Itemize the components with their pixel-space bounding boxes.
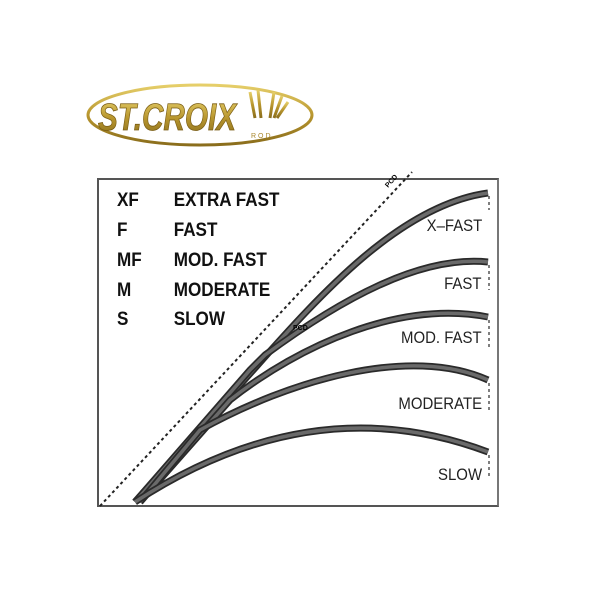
pcd-label-mid: PCD	[293, 325, 308, 332]
pcd-label-top: PCD	[384, 174, 399, 190]
legend-row: S SLOW	[117, 309, 225, 331]
legend-abbr: F	[117, 220, 128, 241]
legend-abbr: MF	[117, 250, 142, 271]
legend-abbr: XF	[117, 190, 139, 211]
legend-row: M MODERATE	[117, 280, 270, 302]
legend-label: FAST	[173, 220, 218, 241]
rod-modfast	[138, 311, 489, 504]
rod-label-fast: FAST	[444, 274, 482, 293]
rod-label-modfast: MOD. FAST	[401, 328, 482, 347]
rod-label-moderate: MODERATE	[398, 394, 482, 413]
logo-fan-icon	[248, 89, 290, 119]
rod-moderate	[138, 364, 489, 504]
legend-abbr: S	[117, 309, 129, 330]
rod-label-xfast: X–FAST	[426, 216, 482, 235]
rod-slow	[134, 426, 489, 504]
logo-sub: ROD	[251, 133, 273, 140]
st-croix-logo: ST.CROIX ROD	[80, 70, 320, 165]
logo-brand: ST.CROIX	[98, 97, 238, 139]
rod-fast	[133, 259, 489, 504]
legend-abbr: M	[117, 280, 132, 301]
legend-row: XF EXTRA FAST	[117, 190, 279, 212]
legend-label: MOD. FAST	[173, 250, 267, 271]
pcd-line	[99, 171, 413, 507]
legend-label: MODERATE	[173, 280, 271, 301]
diagram-frame	[97, 178, 499, 507]
legend-label: SLOW	[173, 309, 225, 330]
rod-label-slow: SLOW	[437, 465, 482, 484]
legend-row: MF MOD. FAST	[117, 250, 267, 272]
legend-label: EXTRA FAST	[173, 190, 280, 211]
legend-row: F FAST	[117, 220, 217, 242]
